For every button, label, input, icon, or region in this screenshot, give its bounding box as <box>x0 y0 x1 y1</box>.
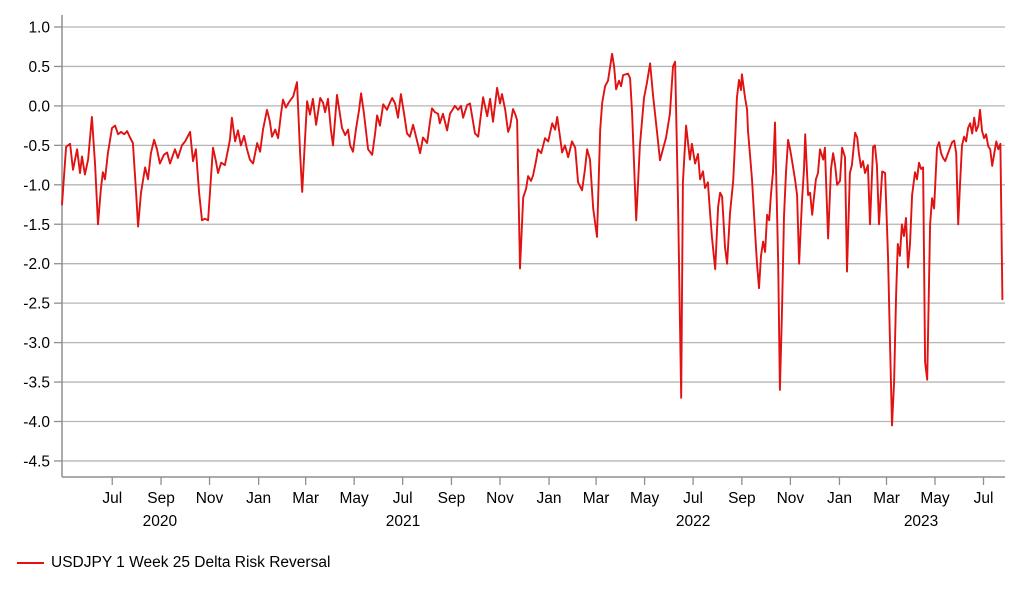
y-tick-label: -4.0 <box>23 414 50 431</box>
x-tick-label: May <box>920 490 950 507</box>
x-tick-label: Jul <box>102 490 122 507</box>
year-label: 2022 <box>676 513 710 530</box>
x-tick-label: Jul <box>683 490 703 507</box>
y-tick-label: -3.5 <box>23 375 50 392</box>
year-label: 2023 <box>904 513 938 530</box>
x-tick-label: May <box>630 490 660 507</box>
x-tick-label: Nov <box>486 490 514 507</box>
y-tick-label: -3.0 <box>23 335 50 352</box>
series-line-usdjpy-risk-reversal <box>61 52 1004 427</box>
legend-label: USDJPY 1 Week 25 Delta Risk Reversal <box>51 554 331 571</box>
risk-reversal-chart: 1.0 0.5 0.0 -0.5 -1.0 -1.5 -2.0 -2.5 -3.0 -3.5 -4.… <box>23 15 1005 530</box>
x-tick-label: Jan <box>537 490 562 507</box>
x-tick-label: Sep <box>438 490 466 507</box>
year-label: 2021 <box>386 513 420 530</box>
x-tick-label: Jul <box>393 490 413 507</box>
y-tick-label: -0.5 <box>23 138 50 155</box>
x-tick-label: Sep <box>728 490 756 507</box>
y-tick-label: -4.5 <box>23 453 50 470</box>
y-tick-label: 0.0 <box>28 98 50 115</box>
y-tick-label: -2.0 <box>23 256 50 273</box>
x-tick-label: May <box>340 490 370 507</box>
x-tick-label: Nov <box>196 490 224 507</box>
x-tick-label: Jan <box>827 490 852 507</box>
legend: USDJPY 1 Week 25 Delta Risk Reversal <box>17 554 330 572</box>
y-tick-label: -2.5 <box>23 296 50 313</box>
y-tick-label: 0.5 <box>28 59 50 76</box>
x-tick-label: Mar <box>583 490 610 507</box>
y-tick-label: -1.5 <box>23 217 50 234</box>
y-tick-label: 1.0 <box>28 20 50 37</box>
x-tick-label: Jan <box>246 490 271 507</box>
x-tick-label: Mar <box>873 490 900 507</box>
x-tick-label: Mar <box>292 490 319 507</box>
x-tick-label: Sep <box>147 490 175 507</box>
x-tick-label: Jul <box>974 490 994 507</box>
x-tick-label: Nov <box>777 490 805 507</box>
legend-line-swatch <box>17 562 44 564</box>
year-label: 2020 <box>143 513 178 530</box>
y-tick-label: -1.0 <box>23 177 50 194</box>
